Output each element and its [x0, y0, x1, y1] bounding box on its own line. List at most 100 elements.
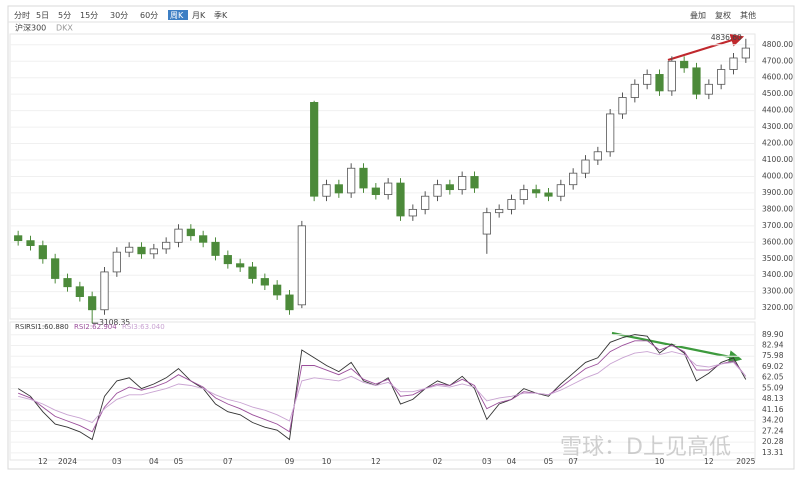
y-tick-label: 4000.00 [762, 171, 793, 180]
period-tab[interactable]: 5日 [36, 11, 49, 20]
candle-body [495, 208, 504, 214]
x-tick-label: 2024 [58, 457, 77, 466]
candle-body [717, 69, 726, 85]
candle-body [519, 189, 528, 200]
period-tab[interactable]: 周K [170, 11, 184, 20]
menu-item[interactable]: 叠加 [690, 10, 706, 20]
watermark: 雪球：D上见高低 [560, 435, 731, 460]
indicator[interactable]: DKX [56, 24, 73, 33]
y-tick-label: 4500.00 [762, 89, 793, 98]
period-tab[interactable]: 季K [214, 10, 228, 20]
candle-body [125, 246, 134, 253]
candle-body [112, 251, 121, 273]
candle-body [643, 74, 652, 85]
legend-entry: RSI3:63.040 [122, 323, 165, 331]
x-tick-label: 12 [38, 457, 48, 466]
candle-body [347, 167, 356, 194]
frame [7, 5, 795, 470]
candle-body [667, 60, 676, 92]
candle-body [236, 263, 245, 268]
y-tick-label: 3800.00 [762, 204, 793, 213]
x-tick-label: 07 [568, 457, 578, 466]
y-tick-label: 3500.00 [762, 254, 793, 263]
x-tick-label: 12 [371, 457, 381, 466]
symbol[interactable]: 沪深300 [15, 23, 46, 33]
rsi-line [18, 351, 747, 424]
candle-body [532, 189, 541, 194]
candle-body [186, 228, 195, 237]
candle-body [371, 187, 380, 195]
candle-body [51, 258, 60, 279]
candle-body [223, 255, 232, 265]
y-tick-label: 89.90 [762, 330, 784, 339]
y-tick-label: 13.31 [762, 448, 784, 457]
candle-body [26, 240, 35, 246]
x-tick-label: 07 [223, 457, 233, 466]
y-tick-label: 3900.00 [762, 188, 793, 197]
x-tick-label: 04 [507, 457, 517, 466]
candle-body [38, 245, 47, 260]
y-tick-label: 75.98 [762, 351, 784, 360]
candle-body [470, 176, 479, 189]
x-tick-label: 2025 [736, 457, 755, 466]
y-tick-label: 55.09 [762, 383, 784, 392]
y-tick-label: 82.94 [762, 341, 784, 350]
candle-body [606, 113, 615, 153]
y-tick-label: 27.24 [762, 426, 784, 435]
menu-item[interactable]: 复权 [715, 10, 731, 20]
candle-body [199, 235, 208, 243]
candle-body [556, 184, 565, 197]
candle-body [630, 83, 639, 98]
y-tick-label: 34.20 [762, 416, 784, 425]
candle-body [593, 151, 602, 161]
y-tick-label: 3600.00 [762, 237, 793, 246]
y-tick-label: 4700.00 [762, 56, 793, 65]
candle-body [273, 284, 282, 296]
candle-body [445, 184, 454, 191]
candle-body [149, 248, 158, 255]
y-tick-label: 4400.00 [762, 106, 793, 115]
y-tick-label: 3400.00 [762, 270, 793, 279]
x-tick-label: 10 [322, 457, 332, 466]
candle-body [680, 60, 689, 69]
period-tab[interactable]: 60分 [140, 11, 158, 20]
candle-body [162, 241, 171, 250]
period-tab[interactable]: 5分 [58, 11, 71, 20]
y-tick-label: 20.28 [762, 437, 784, 446]
candle-body [285, 294, 294, 311]
y-tick-label: 4200.00 [762, 139, 793, 148]
x-tick-label: 10 [655, 457, 665, 466]
x-tick-label: 04 [149, 457, 159, 466]
candle-body [729, 57, 738, 70]
candle-body [507, 199, 516, 210]
candle-body [433, 184, 442, 197]
period-tab[interactable]: 15分 [80, 11, 98, 20]
candle-body [482, 212, 491, 235]
x-tick-label: 03 [112, 457, 122, 466]
legend-entry: RSI2:62.904 [74, 323, 117, 331]
candle-body [544, 192, 553, 197]
y-tick-label: 4300.00 [762, 122, 793, 131]
candle-body [100, 271, 109, 311]
period-tab[interactable]: 30分 [110, 11, 128, 20]
candle-body [88, 296, 97, 311]
y-tick-label: 62.05 [762, 373, 784, 382]
y-tick-label: 3300.00 [762, 287, 793, 296]
menu-item[interactable]: 其他 [740, 10, 756, 20]
candle-body [260, 278, 269, 286]
candle-body [63, 278, 72, 288]
candle-body [137, 246, 146, 255]
x-tick-label: 05 [544, 457, 554, 466]
y-tick-label: 3200.00 [762, 303, 793, 312]
y-tick-label: 41.16 [762, 405, 784, 414]
rsi-title: RSI [15, 323, 26, 331]
candle-body [75, 286, 84, 298]
low-label: 3108.35 [99, 318, 130, 327]
period-tab[interactable]: 分时 [14, 10, 30, 20]
candle-body [211, 241, 220, 256]
x-tick-label: 02 [433, 457, 443, 466]
rsi-line [18, 340, 747, 433]
period-tab[interactable]: 月K [192, 11, 206, 20]
